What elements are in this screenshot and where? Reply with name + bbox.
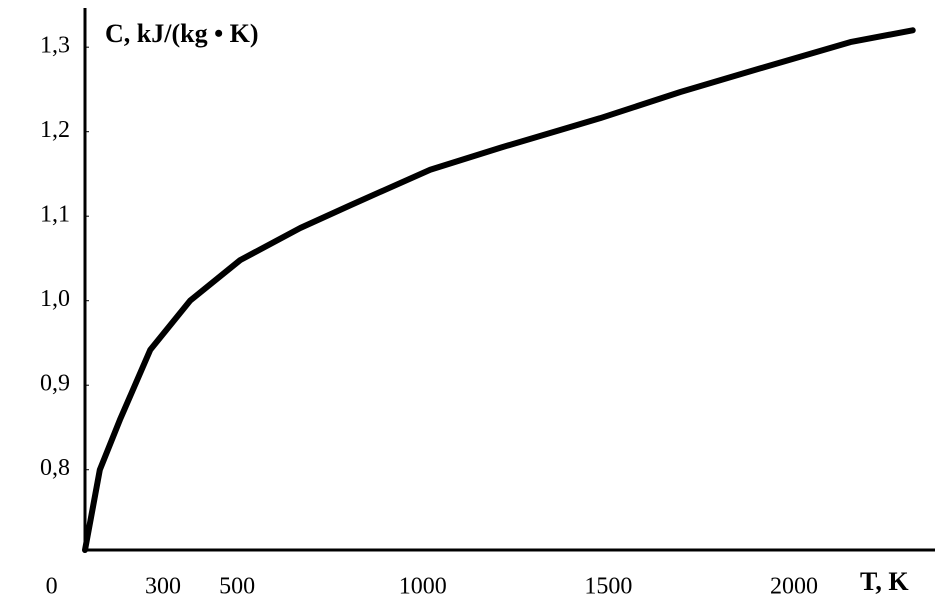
x-tick-label: 2000 [770, 574, 818, 600]
x-tick-label: 0 [46, 574, 58, 600]
x-tick-label: 300 [145, 574, 181, 600]
y-tick-label: 1,3 [40, 33, 70, 59]
y-tick-label: 0,9 [40, 371, 70, 397]
y-tick-label: 1,1 [40, 202, 70, 228]
y-axis-label: C, kJ/(kg • K) [105, 19, 259, 48]
y-tick-label: 1,0 [40, 286, 70, 312]
line [82, 27, 916, 553]
x-tick-label: 1000 [399, 574, 447, 600]
x-tick-label: 1500 [584, 574, 632, 600]
x-tick-label: 500 [219, 574, 255, 600]
y-tick-label: 1,2 [40, 117, 70, 143]
x-axis-label: T, K [860, 567, 909, 596]
y-tick-label: 0,8 [40, 455, 70, 481]
